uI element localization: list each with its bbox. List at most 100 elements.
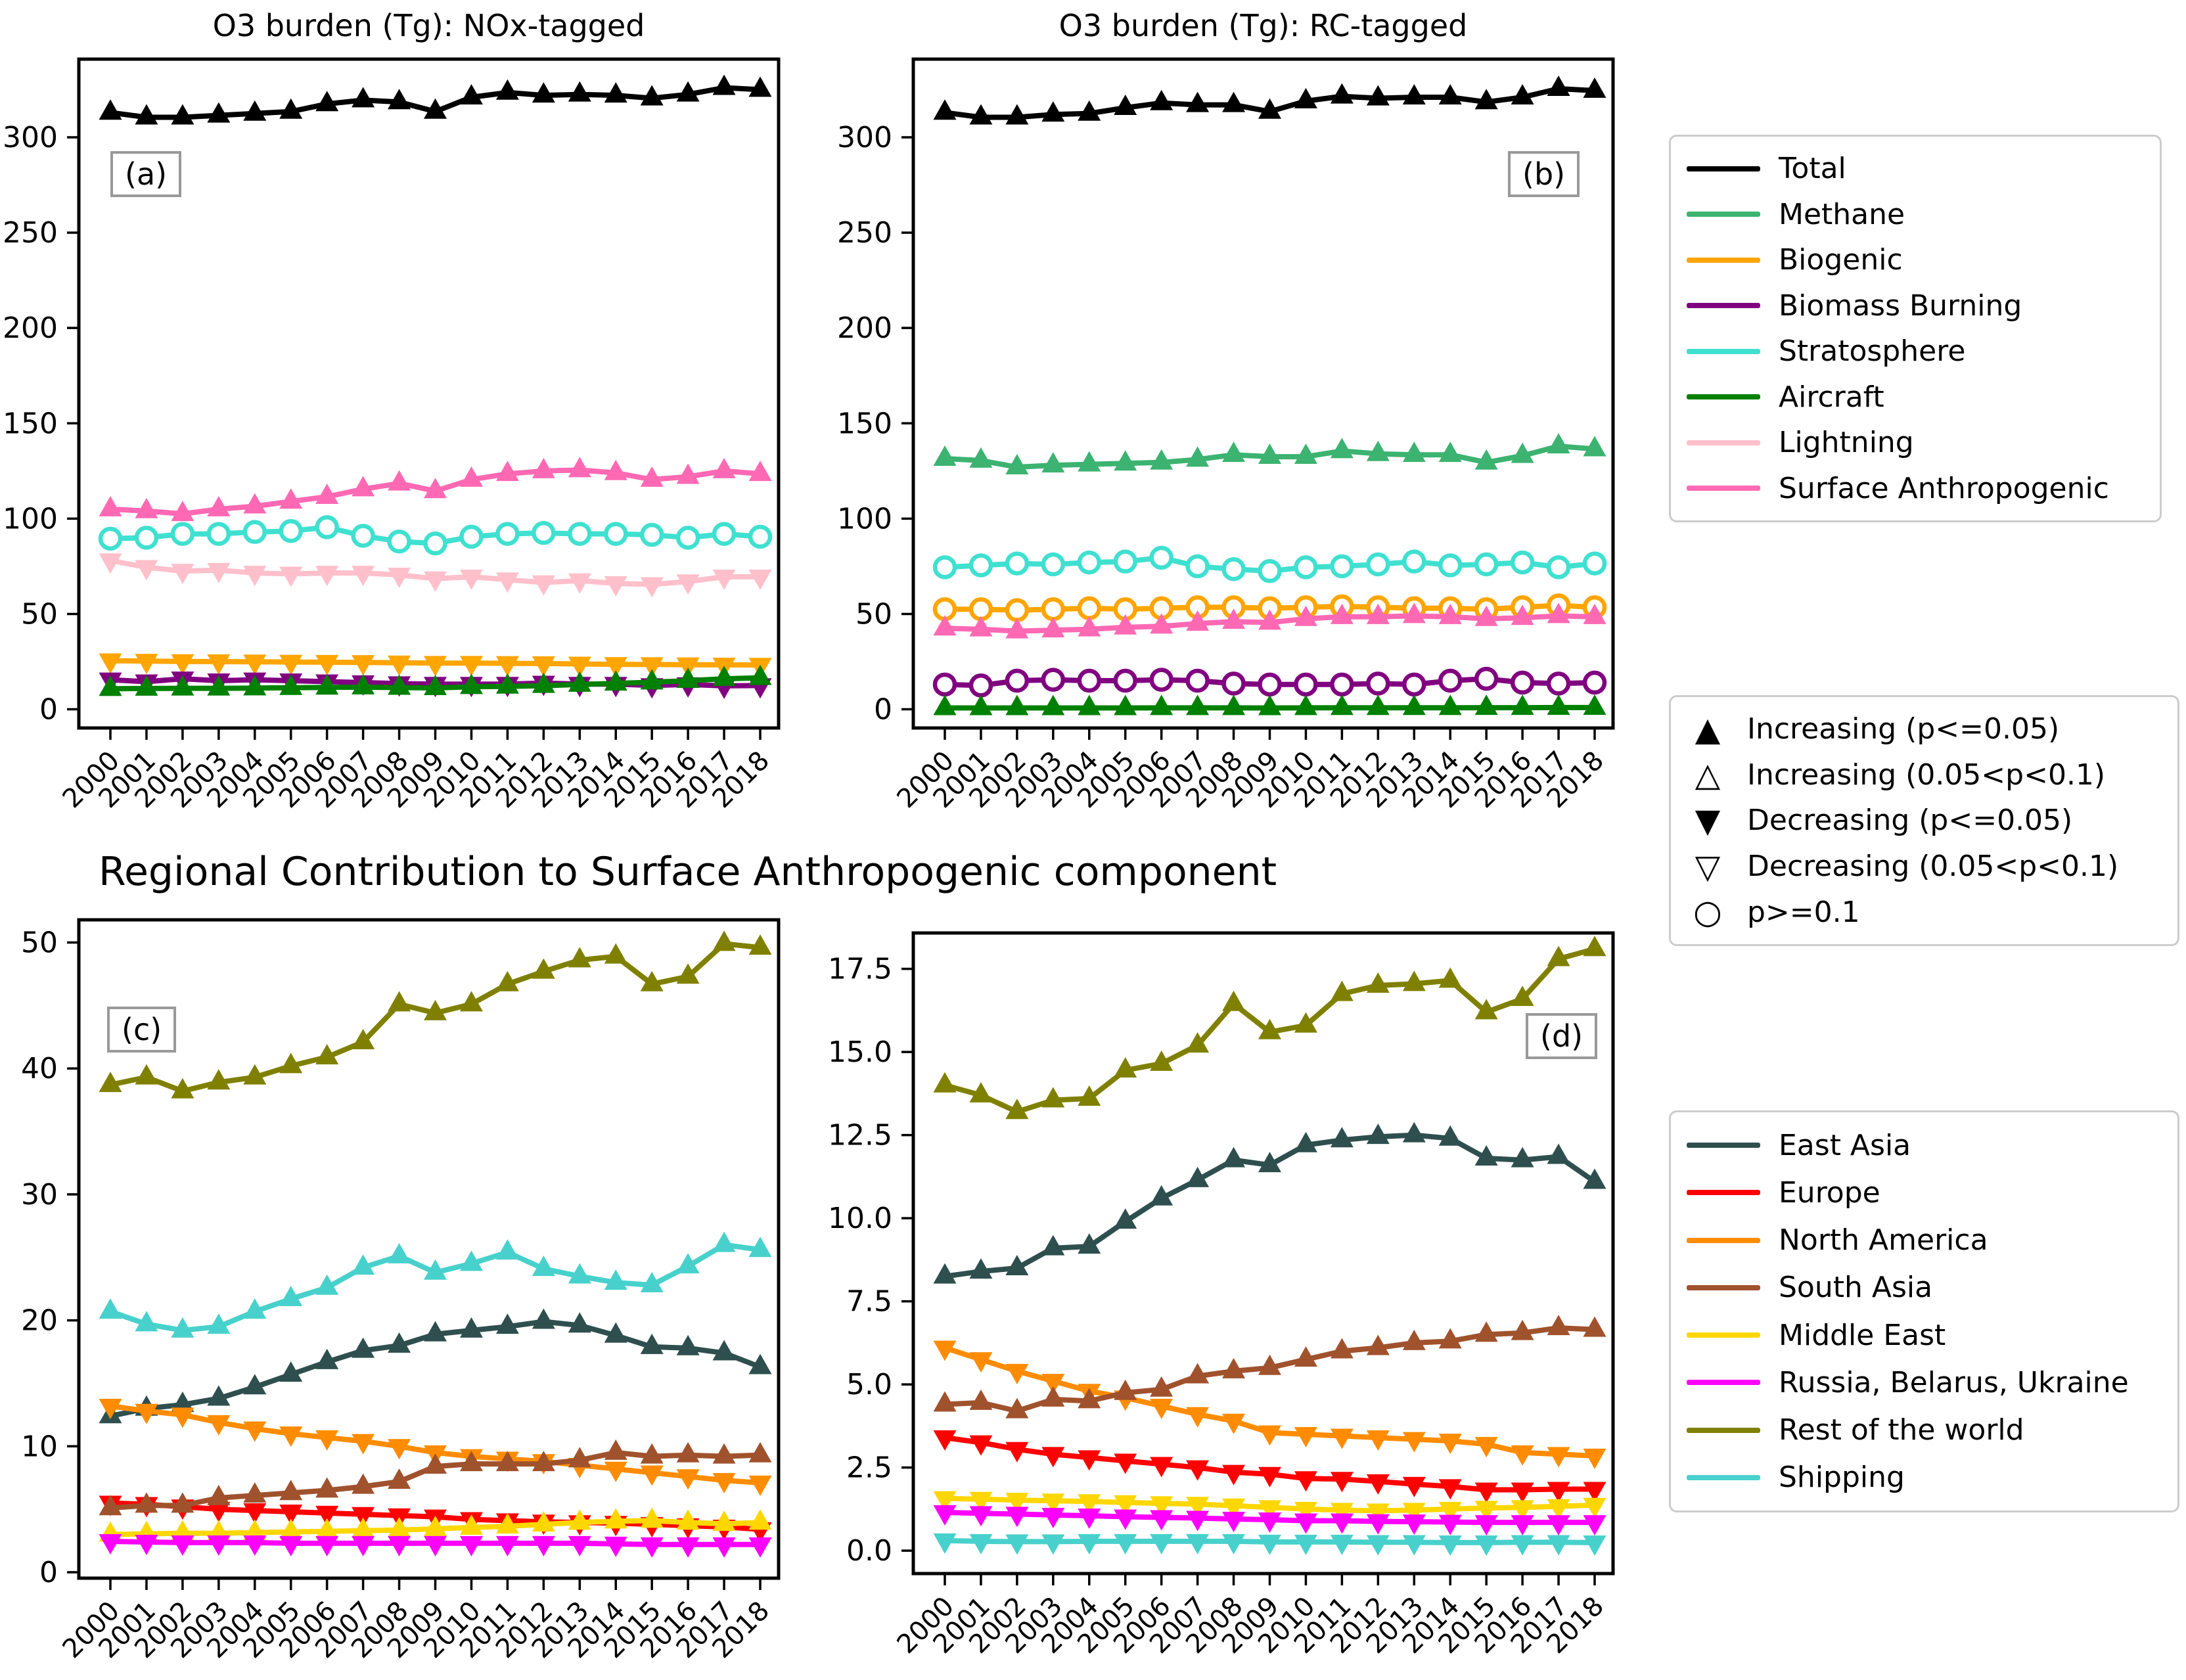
marker-up-east-asia bbox=[969, 1258, 993, 1279]
legend-marker-glyph: ▽ bbox=[1695, 847, 1721, 886]
marker-up-east-asia bbox=[1366, 1124, 1390, 1145]
marker-circle-biomass-burning bbox=[1149, 668, 1173, 692]
marker-down-north-america bbox=[969, 1352, 993, 1373]
marker-down-north-america bbox=[1041, 1374, 1065, 1395]
marker-up-surface-anthropogenic bbox=[459, 466, 483, 487]
plot-frame-c bbox=[77, 918, 781, 1580]
marker-down-russia-belarus-ukraine bbox=[1474, 1515, 1498, 1536]
marker-up-surface-anthropogenic bbox=[1114, 614, 1137, 635]
marker-up-shipping bbox=[279, 1286, 303, 1307]
marker-up-aircraft bbox=[676, 668, 700, 689]
marker-up-east-asia bbox=[1186, 1166, 1210, 1187]
marker-up-rest-of-the-world bbox=[495, 970, 519, 991]
marker-down-north-america bbox=[1547, 1447, 1570, 1468]
marker-up-south-asia bbox=[495, 1451, 519, 1472]
marker-up-surface-anthropogenic bbox=[1402, 602, 1426, 624]
marker-down-north-america bbox=[748, 1475, 772, 1496]
marker-down-europe bbox=[352, 1507, 375, 1528]
legend-line-sample bbox=[1687, 257, 1760, 263]
marker-down-biogenic bbox=[99, 653, 122, 674]
marker-down-middle-east bbox=[1402, 1503, 1426, 1524]
legend-marker-glyph: ○ bbox=[1693, 893, 1722, 932]
marker-up-east-asia bbox=[1438, 1125, 1462, 1146]
marker-up-surface-anthropogenic bbox=[604, 459, 627, 480]
marker-down-middle-east bbox=[1583, 1497, 1606, 1518]
marker-up-south-asia bbox=[1583, 1316, 1606, 1337]
marker-circle-biomass-burning bbox=[1113, 668, 1137, 693]
legend-line-sample bbox=[1687, 1380, 1760, 1386]
marker-down-lightning bbox=[279, 566, 303, 587]
marker-up-aircraft bbox=[1547, 694, 1570, 715]
marker-up-east-asia bbox=[604, 1322, 627, 1343]
legend-marker-glyph: ▼ bbox=[1695, 801, 1721, 840]
marker-down-russia-belarus-ukraine bbox=[1547, 1515, 1570, 1536]
ytick-label: 12.5 bbox=[828, 1119, 892, 1152]
marker-down-north-america bbox=[1402, 1432, 1426, 1453]
legend-label: Total bbox=[1779, 152, 1846, 186]
marker-up-rest-of-the-world bbox=[424, 999, 447, 1020]
marker-up-middle-east bbox=[712, 1510, 736, 1532]
marker-up-methane bbox=[1258, 443, 1281, 465]
marker-up-shipping bbox=[712, 1231, 736, 1252]
panel-label-a: (a) bbox=[110, 151, 182, 197]
marker-down-biogenic bbox=[315, 654, 339, 675]
panel-b: 0501001502002503002000200120022003200420… bbox=[837, 57, 1615, 814]
legend-regions: East Asia Europe North America South Asia Mi… bbox=[1669, 1110, 2179, 1512]
ytick-label: 15.0 bbox=[828, 1035, 892, 1069]
legend-entry-shipping: Shipping bbox=[1687, 1461, 2162, 1494]
marker-up-total bbox=[712, 74, 736, 95]
marker-down-lightning bbox=[243, 566, 267, 587]
panel-c: 0102030405020002001200220032004200520062… bbox=[21, 918, 781, 1664]
marker-up-middle-east bbox=[459, 1514, 483, 1535]
marker-up-middle-east bbox=[388, 1516, 411, 1537]
marker-down-europe bbox=[1041, 1447, 1065, 1468]
marker-down-middle-east bbox=[1114, 1495, 1137, 1516]
legend-entry-surface-anthropogenic: Surface Anthropogenic bbox=[1687, 472, 2144, 505]
panel-a: 0501001502002503002000200120022003200420… bbox=[3, 57, 781, 814]
marker-up-aircraft bbox=[1258, 694, 1281, 715]
marker-circle-biomass-burning bbox=[1258, 672, 1282, 697]
marker-down-europe bbox=[1186, 1460, 1210, 1481]
series-line-shipping bbox=[109, 1242, 761, 1333]
marker-down-russia-belarus-ukraine bbox=[568, 1535, 591, 1556]
marker-up-south-asia bbox=[459, 1451, 483, 1472]
marker-up-total bbox=[495, 79, 519, 100]
marker-up-total bbox=[1474, 89, 1498, 110]
marker-down-north-america bbox=[99, 1398, 122, 1419]
ytick-label: 40 bbox=[21, 1052, 58, 1085]
ytick-label: 30 bbox=[21, 1178, 58, 1212]
marker-down-russia-belarus-ukraine bbox=[640, 1537, 664, 1558]
marker-up-east-asia bbox=[712, 1340, 736, 1361]
marker-circle-stratosphere bbox=[170, 522, 195, 546]
marker-down-russia-belarus-ukraine bbox=[1438, 1514, 1462, 1535]
marker-down-russia-belarus-ukraine bbox=[459, 1535, 483, 1556]
legend-line-sample bbox=[1687, 1427, 1760, 1433]
marker-up-rest-of-the-world bbox=[1041, 1087, 1065, 1108]
marker-up-total bbox=[352, 87, 375, 108]
marker-up-aircraft bbox=[1402, 694, 1426, 715]
marker-down-middle-east bbox=[1258, 1500, 1281, 1521]
marker-up-total bbox=[933, 99, 957, 120]
marker-up-surface-anthropogenic bbox=[99, 495, 122, 516]
marker-down-middle-east bbox=[1547, 1499, 1570, 1520]
marker-down-biogenic bbox=[495, 656, 519, 677]
marker-down-europe bbox=[1330, 1472, 1354, 1493]
marker-up-surface-anthropogenic bbox=[1222, 608, 1246, 629]
marker-up-surface-anthropogenic bbox=[135, 497, 158, 518]
marker-up-east-asia bbox=[1150, 1185, 1173, 1206]
marker-down-shipping bbox=[1366, 1535, 1390, 1556]
marker-circle-stratosphere bbox=[1221, 557, 1246, 581]
marker-up-aircraft bbox=[1078, 694, 1101, 715]
marker-down-biogenic bbox=[352, 655, 375, 676]
legend-label: Lightning bbox=[1779, 426, 1914, 460]
marker-up-middle-east bbox=[676, 1509, 700, 1530]
marker-up-surface-anthropogenic bbox=[1547, 602, 1570, 624]
marker-up-rest-of-the-world bbox=[568, 947, 591, 968]
marker-circle-stratosphere bbox=[1113, 549, 1137, 574]
marker-down-biogenic bbox=[424, 656, 447, 677]
marker-circle-stratosphere bbox=[968, 553, 993, 578]
marker-up-total bbox=[1041, 101, 1065, 122]
marker-up-total bbox=[1294, 87, 1317, 108]
marker-down-shipping bbox=[1547, 1535, 1570, 1556]
marker-up-east-asia bbox=[1005, 1255, 1029, 1276]
